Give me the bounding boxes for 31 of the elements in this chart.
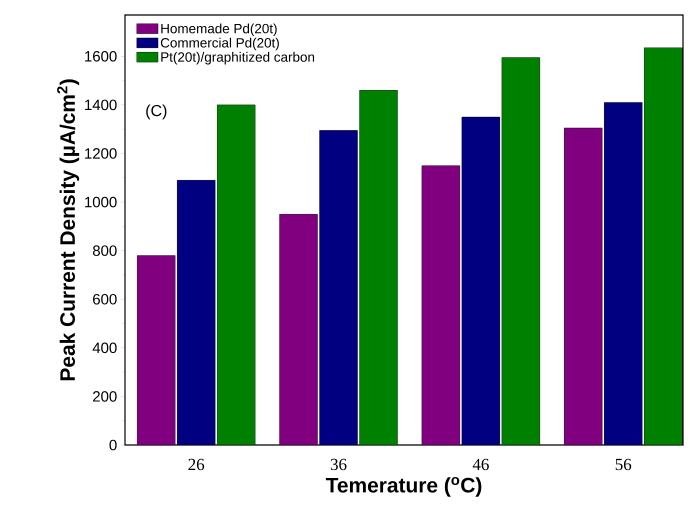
x-tick-label: 36 xyxy=(330,458,346,470)
bar xyxy=(360,90,398,445)
bar xyxy=(137,256,176,445)
bar xyxy=(320,130,358,445)
legend-label: Commercial Pd(20t) xyxy=(160,38,279,50)
y-axis-title: Peak Current Density (µA/cm$^{2}$) xyxy=(57,79,80,380)
y-tick-label: 400 xyxy=(92,342,117,354)
bar xyxy=(462,117,500,445)
y-tick-label: 0 xyxy=(109,440,117,450)
bar xyxy=(217,104,256,445)
y-tick-label: 800 xyxy=(92,245,117,256)
bar xyxy=(422,166,460,445)
y-tick-label: 600 xyxy=(93,294,117,305)
y-tick-label: 1200 xyxy=(85,148,117,159)
x-axis-title: Temerature ($^{o}$C) xyxy=(326,476,482,497)
bar xyxy=(502,58,540,445)
y-tick-label: 200 xyxy=(93,391,117,402)
bar xyxy=(177,180,216,445)
x-tick-label: 26 xyxy=(188,458,204,470)
bar xyxy=(564,128,602,445)
legend-label: Pt(20t)/graphitized carbon xyxy=(161,52,314,64)
x-tick-label: 56 xyxy=(616,458,632,470)
bar xyxy=(644,48,682,445)
y-tick-label: 1600 xyxy=(85,51,117,62)
y-tick-label: 1400 xyxy=(85,100,117,110)
bar xyxy=(604,102,642,445)
annotation: (C) xyxy=(146,104,166,120)
x-tick-label: 46 xyxy=(472,458,489,470)
y-tick-label: 1000 xyxy=(85,196,117,208)
bar xyxy=(280,214,318,445)
legend-label: Homemade Pd(20t) xyxy=(161,23,277,36)
